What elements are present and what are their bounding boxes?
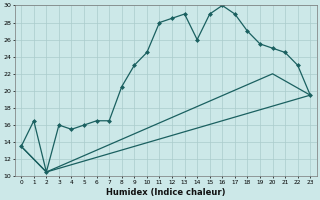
X-axis label: Humidex (Indice chaleur): Humidex (Indice chaleur): [106, 188, 226, 197]
